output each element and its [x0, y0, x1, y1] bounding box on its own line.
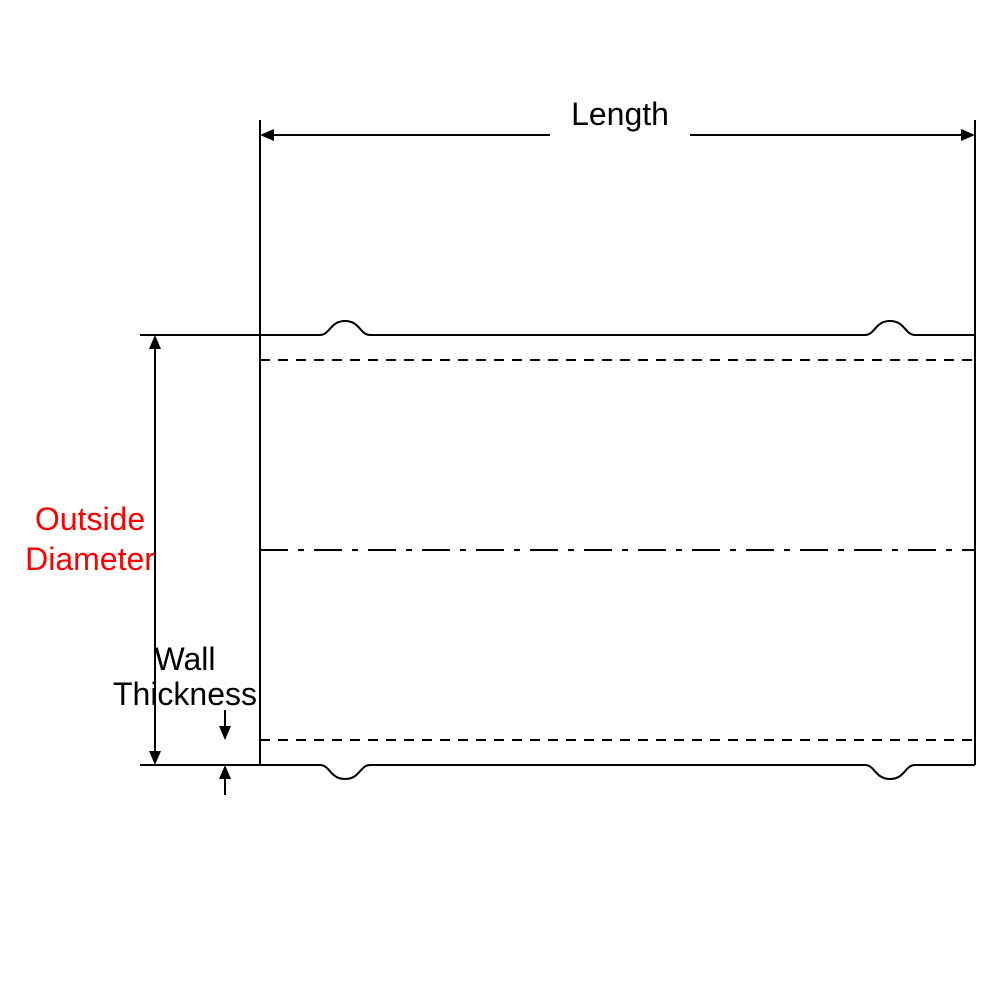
dimension-label-length: Length: [571, 96, 669, 132]
dimension-label-wall-2: Thickness: [113, 676, 257, 712]
dimension-label-outside-diameter-1: Outside: [35, 501, 145, 537]
tube-top-outer-wall: [260, 321, 975, 335]
dimension-label-outside-diameter-2: Diameter: [25, 541, 155, 577]
dimension-label-wall-1: Wall: [154, 641, 215, 677]
tube-bottom-outer-wall: [260, 765, 975, 779]
